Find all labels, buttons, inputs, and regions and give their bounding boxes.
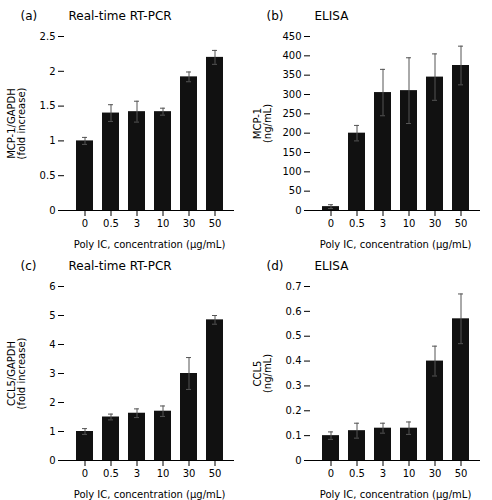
svg-text:3: 3 [380,218,386,229]
svg-text:0: 0 [49,205,55,216]
svg-text:50: 50 [455,468,468,479]
svg-text:0.2: 0.2 [286,405,302,416]
svg-text:30: 30 [429,218,442,229]
svg-text:ELISA: ELISA [315,9,350,23]
svg-text:0: 0 [328,218,334,229]
svg-text:2: 2 [49,397,55,408]
svg-text:0.5: 0.5 [40,170,56,181]
svg-text:0.6: 0.6 [286,306,302,317]
svg-text:Poly IC, concentration (μg/mL): Poly IC, concentration (μg/mL) [74,239,226,250]
svg-text:ELISA: ELISA [315,259,350,273]
svg-text:Real-time RT-PCR: Real-time RT-PCR [69,259,172,273]
svg-text:0.5: 0.5 [103,468,119,479]
svg-text:Real-time RT-PCR: Real-time RT-PCR [69,9,172,23]
svg-text:0: 0 [295,455,301,466]
svg-text:Poly IC, concentration (μg/mL): Poly IC, concentration (μg/mL) [320,239,472,250]
svg-text:250: 250 [282,108,301,119]
svg-text:(c): (c) [21,259,37,273]
svg-text:300: 300 [282,89,301,100]
svg-text:0: 0 [328,468,334,479]
svg-text:2.5: 2.5 [40,31,56,42]
svg-text:5: 5 [49,310,55,321]
svg-text:CCL5/GAPDH(fold increase): CCL5/GAPDH(fold increase) [6,337,27,409]
svg-text:3: 3 [49,368,55,379]
svg-text:(a): (a) [21,9,38,23]
svg-text:CCL5(ng/mL): CCL5(ng/mL) [252,354,273,393]
svg-text:50: 50 [455,218,468,229]
svg-text:350: 350 [282,69,301,80]
svg-text:10: 10 [403,218,416,229]
svg-text:50: 50 [209,218,222,229]
svg-text:Poly IC, concentration (μg/mL): Poly IC, concentration (μg/mL) [320,489,472,500]
svg-text:10: 10 [403,468,416,479]
svg-text:50: 50 [209,468,222,479]
svg-text:(d): (d) [267,259,284,273]
svg-text:0.5: 0.5 [103,218,119,229]
svg-text:100: 100 [282,166,301,177]
svg-text:6: 6 [49,281,55,292]
svg-text:0.1: 0.1 [286,430,302,441]
svg-text:30: 30 [429,468,442,479]
svg-text:50: 50 [289,185,302,196]
svg-text:0.7: 0.7 [286,281,302,292]
svg-text:200: 200 [282,127,301,138]
svg-text:4: 4 [49,339,55,350]
svg-text:10: 10 [157,468,170,479]
svg-text:0.4: 0.4 [286,355,302,366]
svg-text:150: 150 [282,147,301,158]
svg-text:3: 3 [134,468,140,479]
svg-text:(b): (b) [267,9,284,23]
svg-text:10: 10 [157,218,170,229]
svg-text:2: 2 [49,66,55,77]
svg-text:0.3: 0.3 [286,380,302,391]
svg-text:0.5: 0.5 [286,330,302,341]
svg-text:MCP-1/GAPDH(fold increase): MCP-1/GAPDH(fold increase) [6,87,27,159]
svg-text:400: 400 [282,50,301,61]
svg-text:1.5: 1.5 [40,100,56,111]
svg-text:MCP-1(ng/mL): MCP-1(ng/mL) [252,104,273,143]
svg-text:3: 3 [134,218,140,229]
svg-text:450: 450 [282,31,301,42]
svg-text:1: 1 [49,135,55,146]
svg-text:0: 0 [82,468,88,479]
svg-text:30: 30 [183,218,196,229]
svg-text:0: 0 [49,455,55,466]
svg-text:0: 0 [82,218,88,229]
svg-text:Poly IC, concentration (μg/mL): Poly IC, concentration (μg/mL) [74,489,226,500]
svg-text:0: 0 [295,205,301,216]
svg-text:0.5: 0.5 [349,218,365,229]
svg-text:1: 1 [49,426,55,437]
svg-text:0.5: 0.5 [349,468,365,479]
svg-text:30: 30 [183,468,196,479]
svg-text:3: 3 [380,468,386,479]
